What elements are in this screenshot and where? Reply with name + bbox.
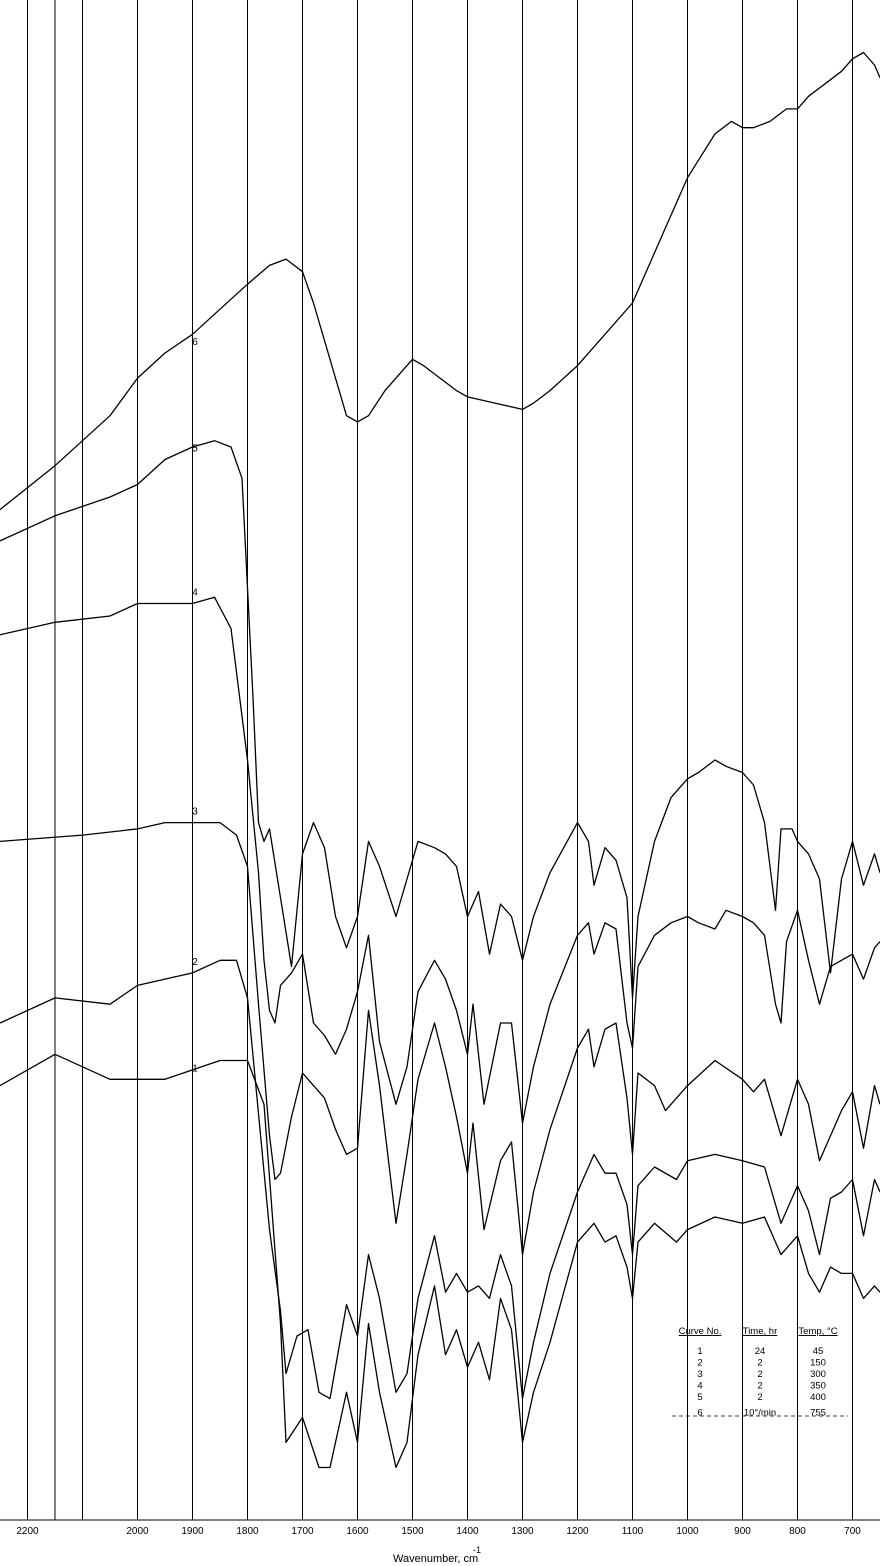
legend-table-header: Curve No. bbox=[679, 1326, 722, 1337]
legend-table-cell: 3 bbox=[697, 1369, 702, 1380]
vertical-gridlines bbox=[0, 0, 880, 1521]
curve-label-1: 1 bbox=[192, 1063, 198, 1074]
legend-table-cell: 350 bbox=[810, 1381, 826, 1392]
legend-table-cell: 24 bbox=[755, 1346, 766, 1357]
x-tick-label: 800 bbox=[789, 1526, 806, 1537]
x-tick-label: 2200 bbox=[16, 1526, 39, 1537]
legend-table-cell: 150 bbox=[810, 1358, 826, 1369]
x-tick-label: 1700 bbox=[291, 1526, 314, 1537]
curve-number-labels: 1 2 3 4 5 6 bbox=[192, 337, 198, 1074]
curve-6 bbox=[0, 51, 880, 511]
legend-table-cell: 2 bbox=[757, 1381, 762, 1392]
legend-table-cell: 2 bbox=[697, 1358, 702, 1369]
x-tick-label: 1100 bbox=[622, 1526, 644, 1537]
legend-table-cell: 2 bbox=[757, 1358, 762, 1369]
curve-label-2: 2 bbox=[192, 957, 198, 968]
x-tick-label: 2000 bbox=[126, 1526, 149, 1537]
x-tick-label: 1600 bbox=[346, 1526, 369, 1537]
x-axis-title-superscript: -1 bbox=[473, 1545, 481, 1555]
x-tick-label: 1000 bbox=[676, 1526, 699, 1537]
legend-table-cell: 400 bbox=[810, 1392, 826, 1403]
x-axis-title: Wavenumber, cm bbox=[393, 1553, 478, 1565]
x-tick-label: 1900 bbox=[181, 1526, 204, 1537]
legend-table-header: Time, hr bbox=[743, 1326, 777, 1337]
legend-table-cell: 10°/min bbox=[744, 1408, 776, 1419]
legend-table-header: Temp, °C bbox=[798, 1326, 837, 1337]
legend-table-cell: 755 bbox=[810, 1408, 826, 1419]
curve-label-6: 6 bbox=[192, 337, 198, 348]
legend-table-cell: 2 bbox=[757, 1369, 762, 1380]
spectrum-curves bbox=[0, 51, 880, 1469]
x-tick-label: 1200 bbox=[566, 1526, 589, 1537]
curve-1 bbox=[0, 1053, 880, 1469]
x-tick-label: 1400 bbox=[456, 1526, 479, 1537]
curve-3 bbox=[0, 821, 880, 1256]
x-tick-label: 1300 bbox=[511, 1526, 534, 1537]
legend-table-cell: 300 bbox=[810, 1369, 826, 1380]
x-tick-label: 900 bbox=[734, 1526, 751, 1537]
curve-2 bbox=[0, 959, 880, 1400]
legend-table-cell: 4 bbox=[697, 1381, 702, 1392]
curve-4 bbox=[0, 596, 880, 1124]
curve-label-4: 4 bbox=[192, 587, 198, 598]
legend-table-cell: 2 bbox=[757, 1392, 762, 1403]
x-tick-label: 700 bbox=[844, 1526, 861, 1537]
x-tick-label: 1500 bbox=[401, 1526, 424, 1537]
curve-label-3: 3 bbox=[192, 807, 198, 818]
legend-table-cell: 6 bbox=[697, 1408, 702, 1419]
legend-table-cell: 1 bbox=[697, 1346, 702, 1357]
legend-table-cell: 5 bbox=[697, 1392, 702, 1403]
curve-5 bbox=[0, 440, 880, 999]
legend-table-cell: 45 bbox=[813, 1346, 824, 1357]
curve-label-5: 5 bbox=[192, 443, 198, 454]
x-axis-tick-labels: 2200 2000 1900 1800 1700 1600 1500 1400 1300 1200… bbox=[16, 1526, 861, 1537]
x-tick-label: 1800 bbox=[236, 1526, 259, 1537]
